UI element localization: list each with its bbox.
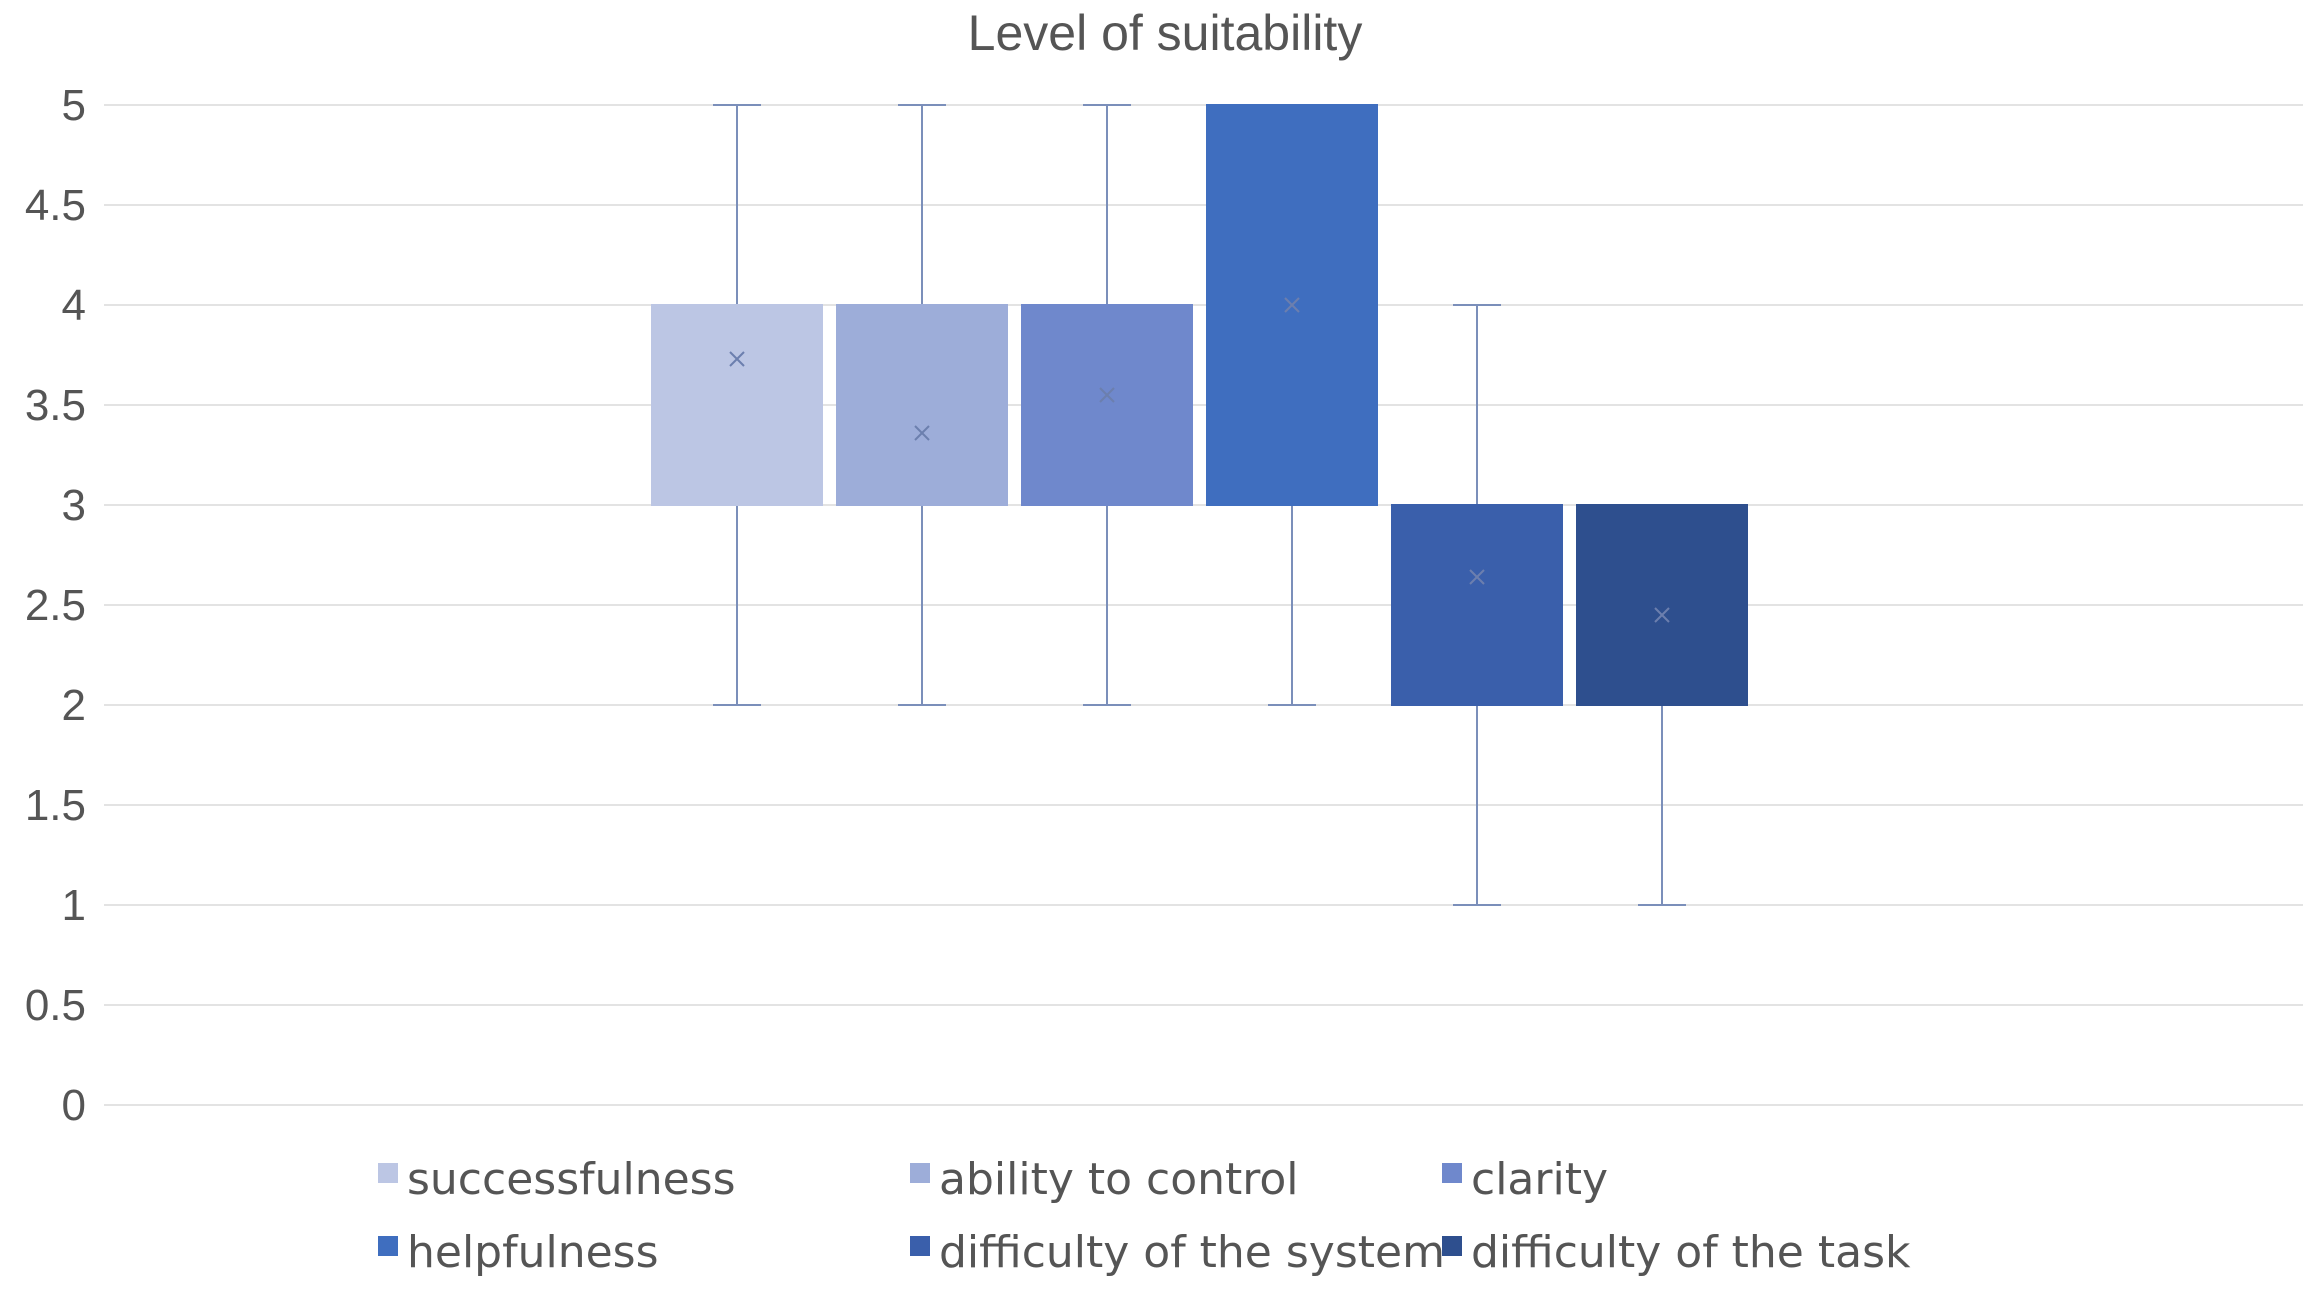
mean-marker [1469,569,1485,585]
box-group [1391,304,1563,906]
box-group [651,104,823,706]
legend-swatch [910,1163,930,1183]
box-group [1021,104,1193,706]
legend-label: clarity [1471,1154,1608,1205]
box-body [651,304,823,506]
chart-title: Level of suitability [968,5,1363,61]
legend-label: successfulness [407,1154,736,1205]
legend: successfulness ability to control clarity h… [378,1154,1911,1278]
gridlines [104,104,2303,1106]
y-tick-label: 3.5 [25,381,86,430]
y-tick-label: 3 [62,481,86,530]
legend-item: difficulty of the task [1442,1227,1911,1278]
y-tick-label: 0.5 [25,981,86,1030]
y-tick-label: 5 [62,81,86,130]
mean-marker [1284,297,1300,313]
box-body [1391,504,1563,706]
box-group [1576,504,1748,906]
boxes [651,104,1748,906]
box-body [1021,304,1193,506]
y-tick-label: 0 [62,1081,86,1130]
legend-item: difficulty of the system [910,1227,1445,1278]
y-tick-label: 1.5 [25,781,86,830]
legend-label: ability to control [939,1154,1299,1205]
legend-swatch [378,1236,398,1256]
legend-swatch [1442,1236,1462,1256]
mean-marker [1654,607,1670,623]
y-axis-tick-labels: 0 0.5 1 1.5 2 2.5 3 3.5 4 4.5 5 [25,81,86,1130]
y-tick-label: 2.5 [25,581,86,630]
y-tick-label: 1 [62,881,86,930]
box-body [836,304,1008,506]
y-tick-label: 4 [62,281,86,330]
legend-item: successfulness [378,1154,736,1205]
legend-item: clarity [1442,1154,1608,1205]
mean-marker [1099,387,1115,403]
legend-label: helpfulness [407,1227,659,1278]
box-group [1206,104,1378,706]
legend-item: helpfulness [378,1227,659,1278]
legend-swatch [910,1236,930,1256]
mean-marker [729,351,745,367]
y-tick-label: 2 [62,681,86,730]
legend-swatch [1442,1163,1462,1183]
y-tick-label: 4.5 [25,181,86,230]
legend-swatch [378,1163,398,1183]
legend-label: difficulty of the system [939,1227,1445,1278]
mean-marker [914,425,930,441]
box-body [1576,504,1748,706]
legend-label: difficulty of the task [1471,1227,1911,1278]
box-group [836,104,1008,706]
legend-item: ability to control [910,1154,1299,1205]
